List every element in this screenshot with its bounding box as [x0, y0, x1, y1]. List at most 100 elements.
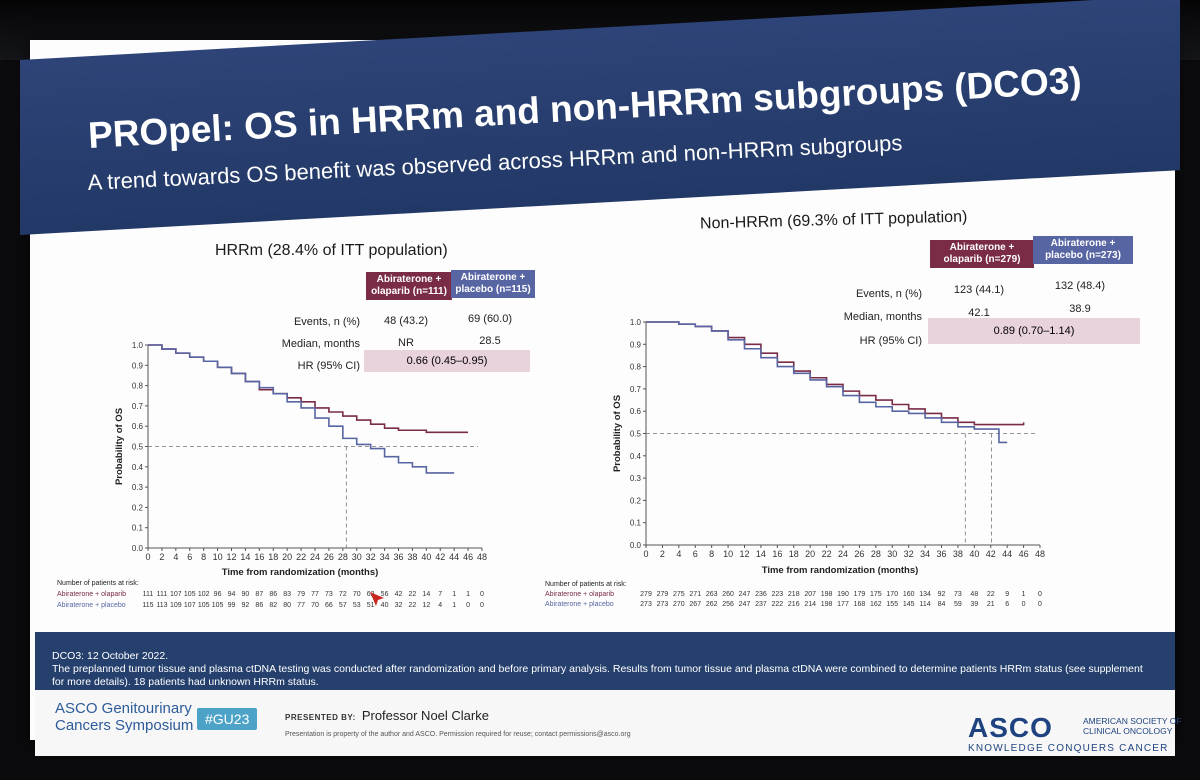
risk-count: 279 [657, 591, 669, 598]
x-tick-label: 0 [643, 549, 648, 559]
society-line2: CLINICAL ONCOLOGY [1083, 726, 1173, 736]
risk-count: 73 [325, 591, 333, 598]
risk-count: 1 [1022, 591, 1026, 598]
risk-count: 247 [739, 601, 751, 608]
risk-count: 134 [919, 591, 931, 598]
km-curve-placebo [646, 321, 1008, 444]
risk-count: 51 [367, 602, 375, 609]
y-tick-label: 1.0 [132, 341, 144, 350]
risk-count: 77 [297, 602, 305, 609]
property-notice: Presentation is property of the author a… [285, 731, 631, 738]
risk-count: 216 [788, 601, 800, 608]
y-tick-label: 1.0 [630, 318, 642, 327]
risk-count: 86 [269, 591, 277, 598]
y-tick-label: 0.8 [132, 382, 144, 391]
risk-count: 21 [987, 601, 995, 608]
x-tick-label: 36 [936, 549, 946, 559]
risk-count: 40 [381, 602, 389, 609]
risk-count: 42 [395, 591, 403, 598]
y-tick-label: 0.6 [132, 422, 144, 431]
y-tick-label: 0.3 [630, 474, 642, 483]
risk-count: 32 [395, 602, 403, 609]
km-curve-olaparib [148, 344, 469, 434]
risk-count: 87 [255, 591, 263, 598]
risk-count: 82 [269, 602, 277, 609]
x-tick-label: 6 [693, 549, 698, 559]
risk-count: 218 [788, 591, 800, 598]
x-tick-label: 36 [393, 552, 403, 562]
risk-count: 1 [452, 591, 456, 598]
risk-count: 73 [954, 591, 962, 598]
risk-count: 0 [1038, 601, 1042, 608]
x-tick-label: 8 [201, 552, 206, 562]
risk-count: 222 [771, 601, 783, 608]
risk-count: 57 [339, 602, 347, 609]
risk-count: 256 [722, 601, 734, 608]
y-tick-label: 0.4 [132, 463, 144, 472]
risk-count: 70 [311, 602, 319, 609]
risk-count: 223 [771, 591, 783, 598]
x-tick-label: 48 [1035, 549, 1045, 559]
row-label-events: Events, n (%) [855, 288, 922, 300]
risk-count: 80 [283, 602, 291, 609]
footnote-dco: DCO3: 12 October 2022. [52, 650, 169, 662]
y-tick-label: 0.9 [132, 361, 144, 370]
x-tick-label: 8 [709, 549, 714, 559]
risk-count: 179 [854, 591, 866, 598]
risk-count: 247 [739, 591, 751, 598]
risk-count: 72 [339, 591, 347, 598]
risk-count: 22 [409, 602, 417, 609]
risk-count: 7 [438, 591, 442, 598]
risk-count: 0 [1038, 591, 1042, 598]
risk-count: 105 [212, 602, 224, 609]
x-tick-label: 34 [920, 549, 930, 559]
risk-count: 0 [1022, 601, 1026, 608]
x-tick-label: 26 [854, 549, 864, 559]
risk-count: 236 [755, 591, 767, 598]
y-tick-label: 0.6 [630, 407, 642, 416]
y-tick-label: 0.2 [132, 503, 144, 512]
x-tick-label: 26 [324, 552, 334, 562]
risk-count: 105 [198, 602, 210, 609]
risk-count: 84 [938, 601, 946, 608]
risk-count: 111 [143, 591, 154, 598]
x-tick-label: 46 [463, 552, 473, 562]
median-placebo: 28.5 [479, 335, 501, 347]
y-tick-label: 0.5 [630, 430, 642, 439]
x-tick-label: 42 [435, 552, 445, 562]
y-tick-label: 0.0 [132, 544, 144, 553]
risk-count: 39 [970, 601, 978, 608]
row-label-hr: HR (95% CI) [297, 360, 360, 372]
risk-count: 105 [184, 591, 196, 598]
x-tick-label: 20 [282, 552, 292, 562]
risk-arm-label: Abiraterone + olaparib [545, 591, 614, 598]
society-line1: AMERICAN SOCIETY OF [1083, 716, 1182, 726]
risk-count: 214 [804, 601, 816, 608]
risk-count: 53 [353, 602, 361, 609]
risk-count: 113 [156, 602, 167, 609]
presenter-line: PRESENTED BY: Professor Noel Clarke [285, 708, 489, 723]
risk-count: 160 [903, 591, 915, 598]
risk-arm-label: Abiraterone + placebo [545, 601, 614, 608]
panel-title-hrrm: HRRm (28.4% of ITT population) [215, 242, 448, 259]
x-tick-label: 16 [772, 549, 782, 559]
risk-count: 9 [1005, 591, 1009, 598]
risk-count: 59 [954, 601, 962, 608]
x-tick-label: 6 [187, 552, 192, 562]
asco-society: AMERICAN SOCIETY OF CLINICAL ONCOLOGY [1083, 716, 1182, 736]
risk-count: 273 [657, 601, 669, 608]
risk-count: 145 [903, 601, 915, 608]
x-tick-label: 20 [805, 549, 815, 559]
risk-arm-label: Abiraterone + placebo [57, 602, 126, 609]
risk-count: 271 [689, 591, 701, 598]
symposium-name: ASCO Genitourinary Cancers Symposium [55, 700, 193, 734]
risk-count: 279 [640, 591, 652, 598]
x-tick-label: 44 [1002, 549, 1012, 559]
risk-count: 170 [886, 591, 898, 598]
risk-count: 207 [804, 591, 816, 598]
arm-header-placebo: Abiraterone + placebo (n=273) [1033, 236, 1133, 264]
x-tick-label: 34 [380, 552, 390, 562]
y-tick-label: 0.4 [630, 452, 642, 461]
risk-count: 1 [466, 591, 470, 598]
risk-count: 22 [409, 591, 417, 598]
